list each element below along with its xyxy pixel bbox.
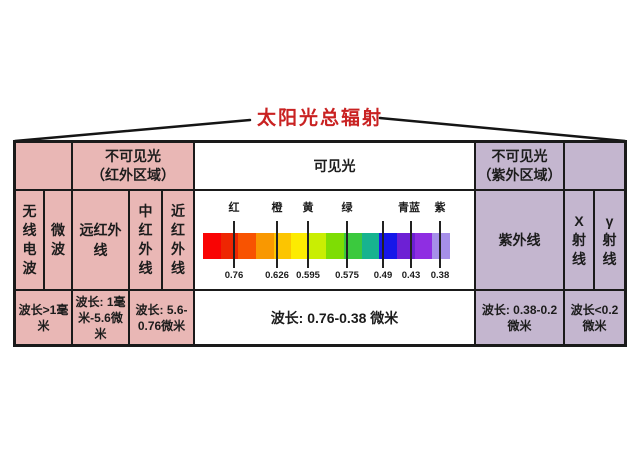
header-ultraviolet-region: 不可见光 （紫外区域） — [476, 143, 565, 191]
spectrum-tick-value: 0.626 — [265, 270, 289, 281]
spectrum-tick-value: 0.76 — [224, 270, 244, 281]
visible-spectrum: 0.76 0.626 0.595 0.575 0.49 0.43 0.38 红 橙 黄 绿 青蓝 紫 — [195, 191, 476, 291]
spectrum-tick-value: 0.575 — [335, 270, 359, 281]
spectrum-segment — [238, 233, 256, 259]
spectrum-segment — [326, 233, 345, 259]
spectrum-tick-value: 0.43 — [401, 270, 421, 281]
header-radio-region-empty — [16, 143, 73, 191]
header-visible-light: 可见光 — [195, 143, 476, 191]
wavelength-far-infrared: 波长: 1毫米-5.6微米 — [73, 291, 130, 344]
spectrum-color-bar — [203, 233, 450, 259]
header-infrared-region: 不可见光 （红外区域） — [73, 143, 195, 191]
spectrum-segment — [432, 233, 450, 259]
spectrum-tick-value: 0.595 — [296, 270, 320, 281]
spectrum-color-label: 紫 — [434, 202, 446, 214]
spectrum-tick — [276, 221, 278, 268]
spectrum-segment — [344, 233, 362, 259]
spectrum-tick — [382, 221, 384, 268]
diagram-title: 太阳光总辐射 — [256, 108, 383, 129]
spectrum-segment — [361, 233, 380, 259]
wavelength-radio-microwave: 波长>1毫米 — [16, 291, 73, 344]
band-ultraviolet: 紫外线 — [476, 191, 565, 291]
spectrum-segment — [308, 233, 327, 259]
band-gamma-ray: γ射线 — [595, 191, 624, 291]
spectrum-tick — [233, 221, 235, 268]
header-ray-region-empty — [565, 143, 624, 191]
spectrum-color-label: 绿 — [341, 202, 353, 214]
spectrum-segment — [203, 233, 221, 259]
header-infrared-line2: （红外区域） — [91, 167, 175, 183]
roof-line-right — [378, 116, 627, 143]
spectrum-tick — [439, 221, 441, 268]
band-microwave: 微波 — [45, 191, 73, 291]
wavelength-visible: 波长: 0.76-0.38 微米 — [195, 291, 476, 344]
band-radio-waves: 无线电波 — [16, 191, 45, 291]
band-xray-label: X射线 — [572, 212, 586, 267]
wavelength-xray-gamma: 波长<0.2微米 — [565, 291, 624, 344]
spectrum-segment — [220, 233, 239, 259]
band-ultraviolet-label: 紫外线 — [498, 232, 541, 248]
spectrum-tick — [410, 221, 412, 268]
header-visible-label: 可见光 — [313, 157, 356, 174]
spectrum-color-label: 橙 — [271, 202, 283, 214]
band-radio-label: 无线电波 — [22, 203, 37, 276]
roof-line-left — [13, 118, 252, 143]
band-microwave-label: 微波 — [51, 222, 65, 257]
band-mid-infrared-label: 中红外线 — [138, 203, 153, 276]
spectrum-tick — [307, 221, 309, 268]
band-xray: X射线 — [565, 191, 595, 291]
band-gamma-label: γ射线 — [602, 212, 617, 267]
band-near-infrared: 近红外线 — [163, 191, 195, 291]
spectrum-color-label: 红 — [228, 202, 240, 214]
spectrum-segment — [397, 233, 415, 259]
spectrum-tick-value: 0.38 — [430, 270, 450, 281]
wavelength-ultraviolet: 波长: 0.38-0.2微米 — [476, 291, 565, 344]
spectrum-tick — [346, 221, 348, 268]
band-far-infrared-label: 远红外线 — [79, 222, 122, 258]
band-far-infrared: 远红外线 — [73, 191, 130, 291]
band-mid-infrared: 中红外线 — [130, 191, 163, 291]
spectrum-segment — [414, 233, 433, 259]
header-infrared-line1: 不可见光 — [105, 148, 161, 164]
spectrum-color-label: 青蓝 — [398, 202, 420, 214]
spectrum-segment — [255, 233, 274, 259]
header-uv-line2: （紫外区域） — [477, 167, 562, 183]
band-near-infrared-label: 近红外线 — [171, 203, 185, 276]
wavelength-mid-near-infrared: 波长: 5.6-0.76微米 — [130, 291, 195, 344]
spectrum-color-label: 黄 — [302, 202, 314, 214]
spectrum-segment — [291, 233, 309, 259]
header-uv-line1: 不可见光 — [491, 148, 548, 164]
spectrum-table: 不可见光 （红外区域） 可见光 不可见光 （紫外区域） 无线电波 微波 远红外线… — [13, 140, 627, 347]
spectrum-tick-value: 0.49 — [373, 270, 393, 281]
